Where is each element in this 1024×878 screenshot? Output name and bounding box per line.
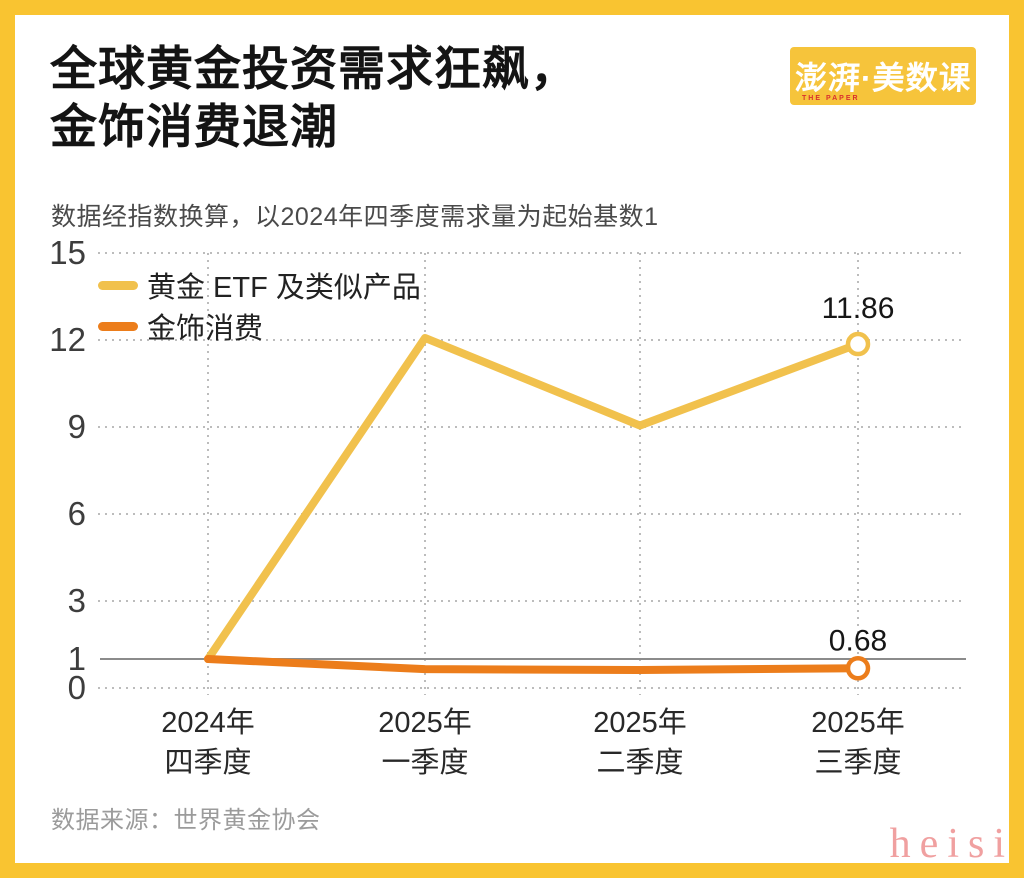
x-axis-label-year: 2025年 — [811, 706, 905, 739]
y-axis-tick-label: 3 — [68, 582, 86, 619]
x-axis-label-quarter: 二季度 — [596, 746, 683, 779]
x-axis-label-quarter: 四季度 — [164, 746, 251, 779]
page-title: 全球黄金投资需求狂飙， 金饰消费退潮 — [50, 40, 578, 157]
title-line-2: 金饰消费退潮 — [50, 100, 338, 154]
series-line-0 — [204, 333, 862, 663]
legend-item-jewelry: 金饰消费 — [98, 309, 421, 345]
data-label-0: 11.86 — [822, 292, 895, 325]
legend-swatch-jewelry — [98, 321, 138, 331]
x-axis-label-quarter: 三季度 — [814, 746, 901, 779]
legend-swatch-etf — [98, 280, 138, 290]
publisher-logo-text: 澎湃·美数课 — [793, 60, 973, 96]
y-axis-tick-label: 15 — [49, 240, 86, 271]
title-line-1: 全球黄金投资需求狂飙， — [50, 42, 578, 95]
chart-legend: 黄金 ETF 及类似产品 金饰消费 — [98, 268, 421, 345]
data-source: 数据来源：世界黄金协会 — [51, 807, 321, 834]
x-axis-label-year: 2025年 — [593, 706, 687, 739]
y-axis-tick-label: 12 — [49, 321, 86, 358]
watermark: heisi — [889, 821, 1014, 867]
legend-item-etf: 黄金 ETF 及类似产品 — [98, 268, 421, 304]
y-axis-tick-label: 6 — [68, 495, 86, 532]
x-axis-label-year: 2025年 — [378, 706, 472, 739]
publisher-logo-subtext: THE PAPER — [802, 95, 860, 102]
x-axis-label-year: 2024年 — [161, 706, 255, 739]
y-axis-tick-label: 1 — [68, 640, 86, 677]
chart-subtitle: 数据经指数换算，以2024年四季度需求量为起始基数1 — [51, 203, 659, 231]
data-label-1: 0.68 — [829, 624, 887, 657]
x-axis-label-quarter: 一季度 — [381, 746, 468, 779]
y-axis-tick-label: 9 — [68, 408, 86, 445]
legend-label-etf: 黄金 ETF 及类似产品 — [147, 272, 421, 304]
end-marker-0 — [845, 331, 871, 357]
series-line-1 — [204, 655, 862, 675]
y-axis-tick-label: 0 — [68, 669, 86, 706]
line-chart: 15 12 9 6 3 1 0 11.86 0.68 2024年四季度 2025年一季度 2025年二… — [0, 240, 1024, 795]
legend-label-jewelry: 金饰消费 — [147, 313, 264, 345]
end-marker-1 — [845, 656, 871, 681]
publisher-logo: 澎湃·美数课 THE PAPER — [790, 47, 976, 105]
